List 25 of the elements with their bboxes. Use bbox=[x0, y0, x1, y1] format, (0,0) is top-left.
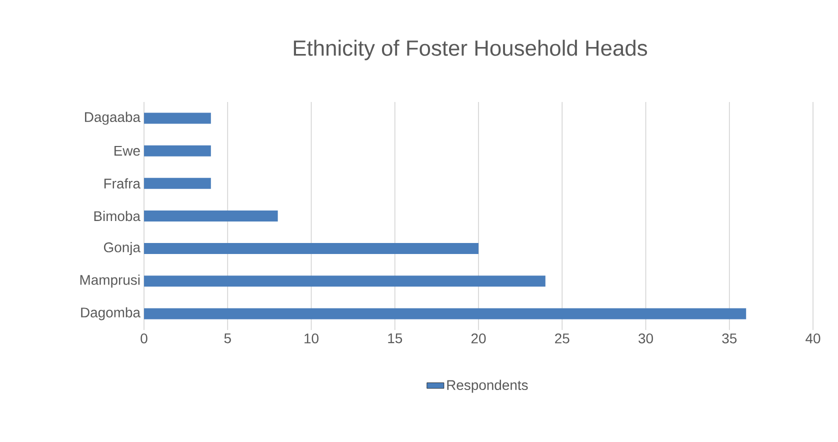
y-tick-label: Bimoba bbox=[94, 210, 140, 222]
x-tick-label: 30 bbox=[638, 333, 653, 344]
bar bbox=[144, 308, 746, 320]
y-tick-label: Gonja bbox=[104, 242, 140, 256]
y-tick-label: Frafra bbox=[104, 178, 140, 189]
y-tick-label: Dagomba bbox=[81, 307, 140, 320]
bar bbox=[144, 145, 211, 156]
y-tick-label: Dagaaba bbox=[85, 112, 140, 125]
bar bbox=[144, 243, 479, 254]
legend-label: Respondents bbox=[447, 380, 528, 393]
y-tick-label: Mamprusi bbox=[80, 274, 140, 288]
bar bbox=[144, 178, 211, 189]
x-tick-label: 10 bbox=[304, 333, 318, 344]
x-tick-label: 15 bbox=[388, 334, 402, 344]
bar bbox=[144, 112, 211, 124]
x-tick-label: 5 bbox=[224, 334, 231, 344]
x-tick-label: 25 bbox=[555, 333, 570, 344]
y-tick-label: Ewe bbox=[114, 146, 140, 156]
x-tick-label: 40 bbox=[806, 333, 820, 344]
x-tick-label: 0 bbox=[140, 333, 148, 344]
x-tick-label: 35 bbox=[722, 333, 737, 344]
chart-title: Ethnicity of Foster Household Heads bbox=[294, 40, 648, 60]
x-tick-label: 20 bbox=[471, 333, 486, 344]
bar bbox=[144, 210, 278, 222]
bar bbox=[144, 276, 546, 287]
